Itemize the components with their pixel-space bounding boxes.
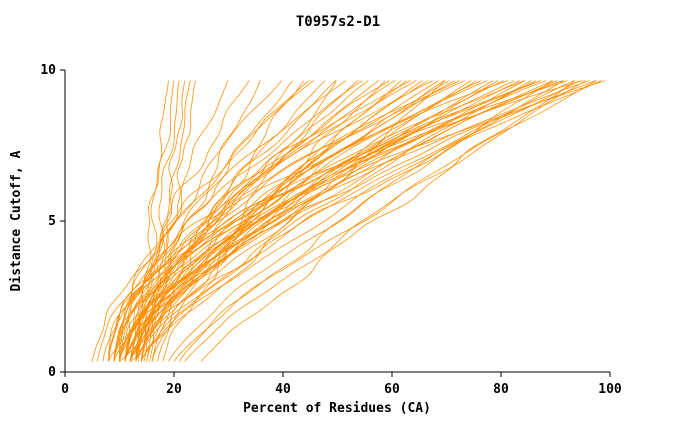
model-curve [124, 80, 396, 362]
model-curve [130, 80, 477, 362]
model-curve [113, 80, 466, 362]
model-curve [119, 80, 337, 362]
model-curve [151, 80, 526, 362]
model-curve [119, 80, 515, 362]
x-tick-label: 20 [166, 382, 182, 397]
model-curve [108, 80, 568, 362]
model-curve [179, 80, 554, 362]
x-tick-label: 80 [493, 382, 509, 397]
y-tick-label: 5 [48, 214, 56, 229]
model-curve [130, 80, 446, 362]
model-curve [124, 80, 482, 362]
tick-labels: 0 20 40 60 80 100 0 5 10 [40, 63, 622, 397]
model-curve [91, 80, 309, 362]
model-curve [135, 80, 472, 362]
model-curve [140, 80, 580, 362]
model-curve [102, 80, 541, 362]
axes [60, 69, 611, 377]
y-tick-label: 10 [40, 63, 56, 78]
model-curves [91, 80, 606, 362]
x-tick-label: 40 [275, 382, 291, 397]
model-curve [162, 80, 386, 362]
x-tick-label: 0 [61, 382, 69, 397]
x-axis-label: Percent of Residues (CA) [243, 401, 431, 416]
model-curve [124, 80, 250, 362]
model-curve [168, 80, 565, 362]
model-curve [200, 80, 576, 362]
model-curve [113, 80, 606, 362]
model-curve [124, 80, 390, 362]
model-curve [124, 80, 596, 362]
chart-title: T0957s2-D1 [296, 14, 380, 30]
model-curve [135, 80, 575, 362]
model-curve [118, 80, 411, 362]
model-curve [184, 80, 586, 362]
model-curve [108, 80, 494, 362]
model-curve [119, 80, 590, 362]
model-curve [138, 80, 175, 362]
y-tick-label: 0 [48, 365, 56, 380]
model-curve [130, 80, 450, 362]
x-tick-label: 100 [598, 382, 622, 397]
model-curve [135, 80, 417, 362]
model-curve [97, 80, 363, 362]
model-curve [124, 80, 558, 362]
x-tick-label: 60 [384, 382, 400, 397]
model-curve [151, 80, 439, 362]
y-axis-label: Distance Cutoff, A [9, 150, 24, 291]
